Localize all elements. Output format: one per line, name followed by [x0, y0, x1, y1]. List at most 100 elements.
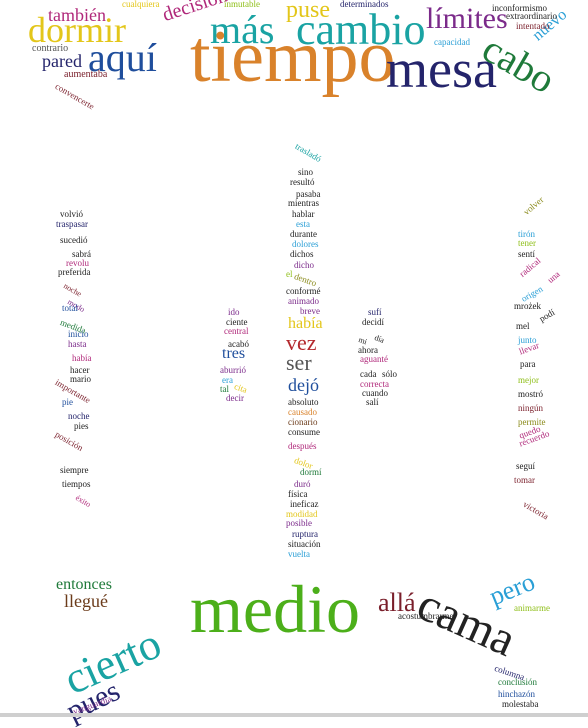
cloud-word: tres	[222, 345, 246, 362]
cloud-word: medio	[190, 571, 360, 647]
cloud-word: tirón	[518, 229, 535, 239]
cloud-word: consume	[288, 427, 320, 437]
cloud-word: hinchazón	[498, 689, 535, 699]
cloud-word: salí	[366, 397, 379, 407]
cloud-word: límites	[426, 2, 508, 35]
cloud-word: determinados	[340, 0, 389, 9]
cloud-word: cuando	[362, 388, 388, 398]
cloud-word: aquí	[88, 35, 157, 80]
cloud-word: también	[48, 5, 106, 25]
cloud-word: cionario	[288, 417, 318, 427]
cloud-word: mesa	[386, 39, 497, 99]
cloud-word: entonces	[56, 576, 112, 593]
cloud-word: posición	[53, 429, 85, 454]
cloud-word: sucedió	[60, 235, 88, 245]
cloud-word: vez	[286, 330, 317, 355]
cloud-word: durante	[290, 229, 317, 239]
cloud-word: cada	[360, 369, 377, 379]
cloud-word: central	[224, 326, 249, 336]
cloud-word: noche	[62, 281, 84, 299]
cloud-word: hablar	[292, 209, 315, 219]
cloud-word: sabrá	[72, 249, 91, 259]
cloud-word: mrożek	[514, 301, 541, 311]
cloud-word: pie	[62, 397, 73, 407]
cloud-word: ruptura	[292, 529, 318, 539]
cloud-word: inicio	[68, 329, 89, 339]
cloud-word: contrario	[32, 43, 69, 54]
cloud-word: vuelta	[288, 549, 310, 559]
cloud-word: puse	[286, 0, 330, 23]
cloud-word: animarme	[514, 603, 550, 613]
cloud-word: radical	[517, 255, 543, 279]
bottom-divider	[0, 713, 588, 717]
cloud-word: mientras	[288, 198, 319, 208]
cloud-word: animado	[288, 296, 319, 306]
cloud-word: revolu	[66, 258, 89, 268]
cloud-word: total	[62, 303, 78, 313]
cloud-word: junto	[518, 335, 537, 345]
cloud-word: noche	[68, 411, 90, 421]
cloud-word: pasaba	[296, 189, 321, 199]
cloud-word: extraordinario	[506, 11, 557, 21]
cloud-word: una	[545, 268, 562, 285]
cloud-word: volver	[521, 194, 546, 217]
cloud-word: había	[72, 353, 92, 363]
cloud-word: resultó	[290, 177, 315, 187]
cloud-word: día	[373, 333, 386, 345]
cloud-word: conclusión	[498, 677, 537, 687]
cloud-word: traspasar	[56, 219, 88, 229]
cloud-word: tiempos	[62, 479, 91, 489]
cloud-word: ciente	[226, 317, 248, 327]
cloud-word: acostumbrarme	[398, 611, 454, 621]
cloud-word: ineficaz	[290, 499, 319, 509]
cloud-word: el	[286, 269, 293, 279]
cloud-word: causado	[288, 407, 317, 417]
cloud-word: permite	[518, 417, 546, 427]
cloud-word: ningún	[518, 403, 544, 413]
cloud-word: sentí	[518, 249, 535, 259]
cloud-word: sino	[298, 167, 314, 177]
cloud-word: victoria	[521, 499, 551, 522]
cloud-word: conformé	[286, 286, 321, 296]
cloud-word: dichos	[290, 249, 314, 259]
cloud-word: esta	[296, 219, 310, 229]
cloud-word: posible	[286, 518, 312, 528]
cloud-word: mario	[70, 374, 91, 384]
cloud-word: dolores	[292, 239, 319, 249]
cloud-word: volvió	[60, 209, 84, 219]
cloud-word: aguanté	[360, 354, 388, 364]
cloud-word: absoluto	[288, 397, 319, 407]
cloud-word: molestaba	[502, 699, 539, 709]
cloud-word: ser	[286, 350, 312, 375]
cloud-word: cualquiera	[122, 0, 160, 9]
cloud-word: dicho	[294, 260, 314, 270]
cloud-word: correcta	[360, 379, 389, 389]
cloud-word: tener	[518, 238, 536, 248]
cloud-word: aburrió	[220, 365, 246, 375]
cloud-word: modidad	[286, 509, 318, 519]
cloud-word: convencerte	[53, 81, 97, 112]
cloud-word: dormir	[28, 10, 126, 50]
cloud-word: allá	[378, 588, 416, 617]
cloud-word: física	[288, 489, 308, 499]
cloud-word: situación	[288, 539, 321, 549]
cloud-word: pared	[42, 51, 82, 71]
cloud-word: era	[222, 375, 233, 385]
cloud-word: breve	[300, 306, 320, 316]
cloud-word: pies	[74, 421, 89, 431]
cloud-word: decidí	[362, 317, 384, 327]
cloud-word: mostró	[518, 389, 544, 399]
cloud-word: éxito	[74, 493, 93, 509]
cloud-word: cambio	[296, 5, 426, 54]
cloud-word: dormí	[300, 467, 322, 477]
cloud-word: seguí	[516, 461, 535, 471]
cloud-word: tal	[220, 384, 229, 394]
cloud-word: preferida	[58, 267, 91, 277]
cloud-word: duró	[294, 479, 311, 489]
cloud-word: hacer	[70, 365, 90, 375]
cloud-word: siempre	[60, 465, 89, 475]
cloud-word: mel	[516, 321, 530, 331]
cloud-word: inconformismo	[492, 3, 547, 13]
cloud-word: después	[288, 441, 317, 451]
